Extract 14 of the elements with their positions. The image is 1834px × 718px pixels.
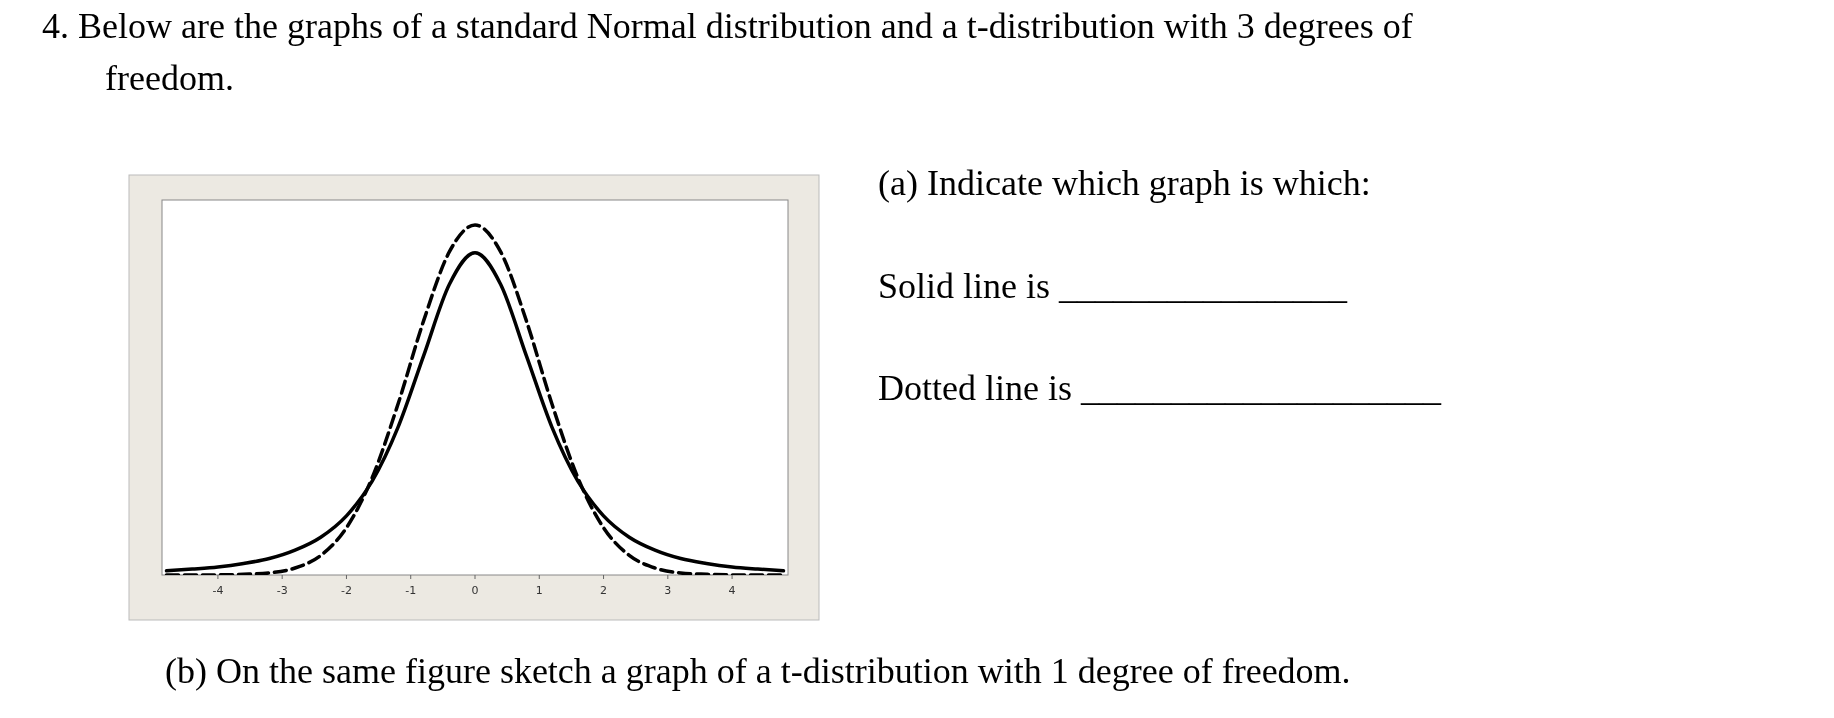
x-tick-label: -3: [276, 584, 288, 597]
x-tick-label: 2: [600, 584, 608, 597]
x-tick-label: -4: [212, 584, 224, 597]
x-tick-label: 4: [728, 584, 736, 597]
x-tick-label: 3: [664, 584, 672, 597]
x-tick-label: 1: [535, 584, 543, 597]
chart-title: 4. Below are the graphs of a standard Normal distribution and a t-distribution with 3 degrees of freedom.: [42, 6, 1413, 98]
x-tick-label: -1: [405, 584, 417, 597]
text: Dotted line is ____________________: [878, 368, 1442, 408]
text: Solid line is ________________: [878, 266, 1349, 306]
x-tick-label: 0: [471, 584, 479, 597]
x-tick-label: -2: [340, 584, 352, 597]
text: (b) On the same figure sketch a graph of a t-distribution with 1 degree of freedom.: [165, 651, 1351, 691]
text: (a) Indicate which graph is which:: [878, 163, 1371, 203]
